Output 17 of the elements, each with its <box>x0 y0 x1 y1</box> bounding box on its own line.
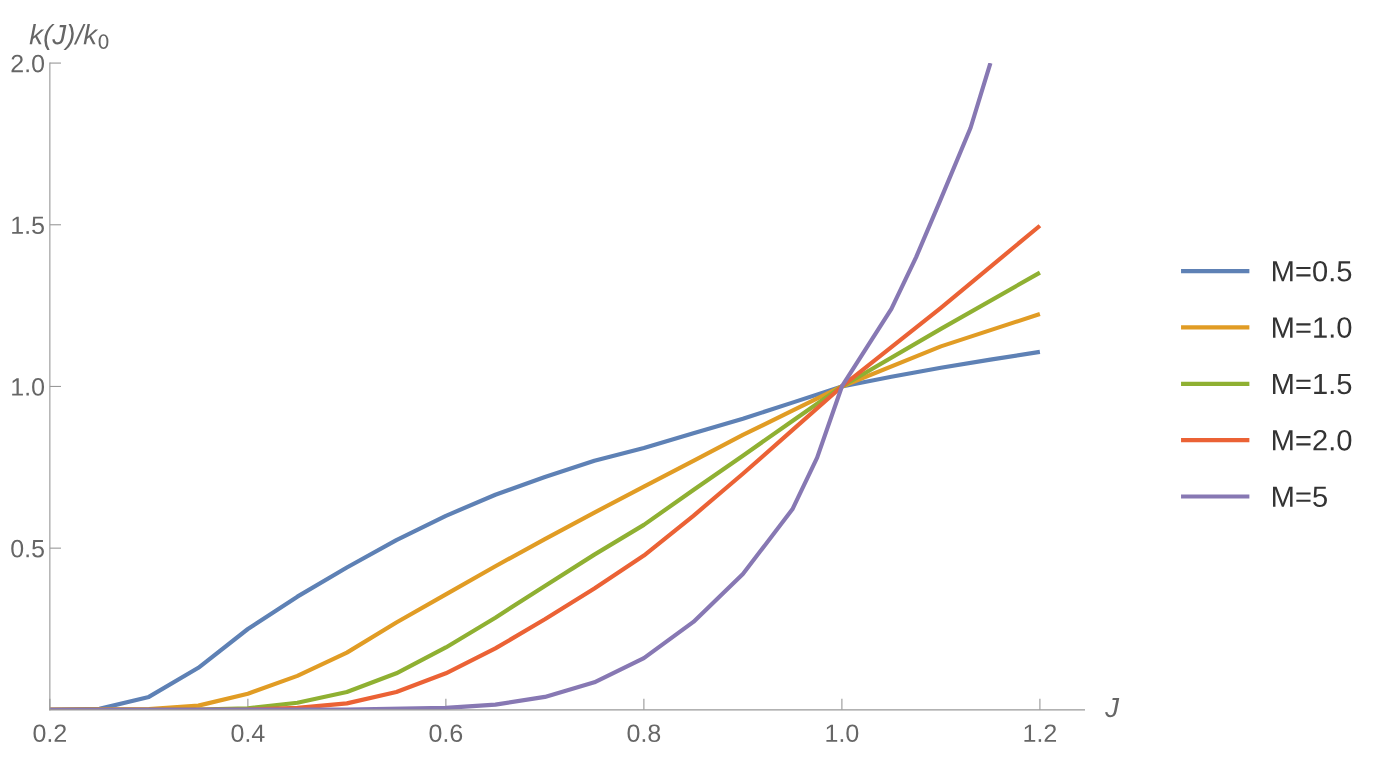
x-tick-label: 1.2 <box>1024 724 1057 742</box>
legend-label: M=1.0 <box>1273 317 1352 338</box>
x-tick-label: 0.8 <box>627 724 661 743</box>
x-tick-label: 0.4 <box>231 724 265 743</box>
y-tick-label: 1.0 <box>12 378 45 396</box>
legend-label: M=1.5 <box>1273 373 1352 395</box>
x-axis-title: J <box>1105 697 1120 718</box>
legend-label: M=0.5 <box>1273 260 1352 282</box>
x-tick-label: 0.2 <box>33 724 66 743</box>
y-axis-title: k(J)/k$_{0}$ <box>29 24 109 50</box>
y-tick-label: 1.5 <box>12 216 44 235</box>
legend-label: M=2.0 <box>1273 429 1352 451</box>
x-tick-label: 0.6 <box>429 724 463 743</box>
y-tick-label: 0.5 <box>11 539 44 558</box>
y-tick-label: 2.0 <box>11 54 45 73</box>
legend-label: M=5 <box>1273 486 1327 507</box>
x-tick-label: 1.0 <box>826 724 859 743</box>
